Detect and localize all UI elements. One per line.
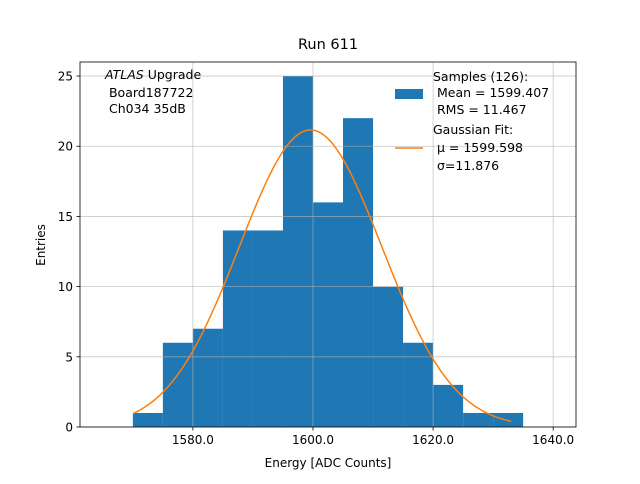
- histogram-bar: [403, 342, 434, 427]
- atlas-label: ATLAS: [104, 67, 144, 82]
- y-tick-label: 25: [58, 70, 73, 84]
- axes-frame: [79, 61, 577, 428]
- histogram-bar: [463, 412, 494, 427]
- channel-label: Ch034 35dB: [105, 101, 186, 116]
- bars: [132, 76, 524, 428]
- legend-fit-line2: μ = 1599.598: [433, 140, 523, 155]
- upgrade-label: Upgrade: [144, 67, 202, 82]
- legend-samples-swatch: [395, 89, 423, 99]
- board-label: Board187722: [105, 85, 193, 100]
- y-tick-label: 10: [58, 280, 73, 294]
- legend-samples-line1: Samples (126):: [433, 69, 528, 84]
- histogram-bar: [433, 384, 464, 427]
- x-tick-label: 1600.0: [292, 433, 334, 447]
- histogram-bar: [222, 230, 253, 427]
- chart-title: Run 611: [298, 37, 358, 53]
- histogram-bar: [343, 118, 374, 428]
- svg-text:ATLAS Upgrade: ATLAS Upgrade: [104, 67, 201, 82]
- histogram-bar: [192, 328, 223, 427]
- x-tick-label: 1640.0: [532, 433, 574, 447]
- legend: Samples (126): Mean = 1599.407 RMS = 11.…: [395, 69, 549, 173]
- legend-fit-line3: σ=11.876: [433, 158, 499, 173]
- histogram-bar: [162, 342, 193, 427]
- y-tick-label: 20: [58, 140, 73, 154]
- y-axis-label: Entries: [34, 224, 48, 266]
- x-tick-label: 1580.0: [172, 433, 214, 447]
- y-tick-label: 0: [65, 421, 73, 435]
- x-tick-label: 1620.0: [412, 433, 454, 447]
- x-axis-label: Energy [ADC Counts]: [265, 456, 392, 470]
- legend-samples-line3: RMS = 11.467: [433, 102, 527, 117]
- histogram-bar: [132, 412, 163, 427]
- y-tick-label: 15: [58, 210, 73, 224]
- legend-samples-line2: Mean = 1599.407: [433, 85, 549, 100]
- ticks: 1580.0 1600.0 1620.0 1640.0 0 5 10 15 20 25: [58, 70, 574, 447]
- histogram-bar: [282, 76, 313, 428]
- histogram-bar: [312, 202, 344, 427]
- legend-fit-line1: Gaussian Fit:: [433, 122, 513, 137]
- gaussian-fit-line: [132, 129, 512, 423]
- y-tick-label: 5: [65, 350, 73, 364]
- histogram-bar: [252, 230, 283, 427]
- atlas-annotation: ATLAS Upgrade Board187722 Ch034 35dB: [104, 67, 201, 116]
